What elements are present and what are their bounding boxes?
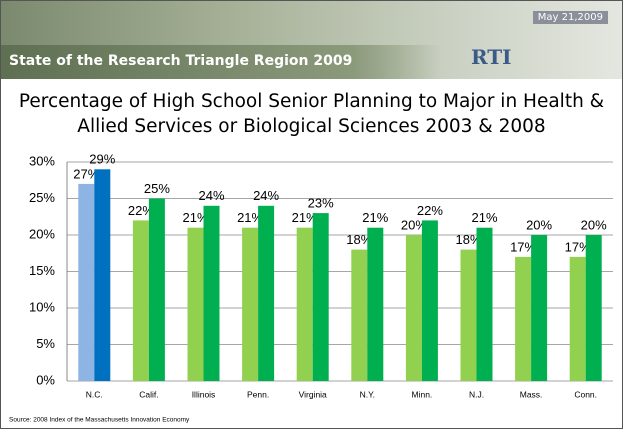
value-label: 20% xyxy=(526,217,552,232)
value-label: 20% xyxy=(581,217,607,232)
value-label: 18% xyxy=(346,232,372,247)
y-tick-label: 15% xyxy=(29,263,55,278)
bar xyxy=(351,249,368,381)
y-tick-label: 20% xyxy=(29,226,55,241)
bar xyxy=(421,220,438,381)
bar xyxy=(78,183,95,381)
value-label: 22% xyxy=(128,203,154,218)
value-label: 21% xyxy=(237,210,263,225)
value-label: 21% xyxy=(182,210,208,225)
y-tick-label: 30% xyxy=(29,153,55,168)
bar xyxy=(367,227,384,381)
x-tick-label: N.J. xyxy=(469,389,484,399)
header-date: May 21,2009 xyxy=(532,11,608,24)
x-tick-label: Mass. xyxy=(520,389,543,399)
value-label: 27% xyxy=(73,166,99,181)
value-label: 29% xyxy=(89,152,115,167)
bar xyxy=(531,235,548,381)
value-label: 22% xyxy=(417,203,443,218)
value-label: 25% xyxy=(144,181,170,196)
value-label: 21% xyxy=(292,210,318,225)
value-label: 21% xyxy=(471,210,497,225)
x-tick-label: Calif. xyxy=(139,389,158,399)
value-label: 24% xyxy=(198,188,224,203)
x-tick-label: N.Y. xyxy=(360,389,375,399)
x-tick-label: Penn. xyxy=(247,389,269,399)
value-label: 17% xyxy=(510,239,536,254)
x-tick-label: Illinois xyxy=(192,389,216,399)
value-label: 21% xyxy=(362,210,388,225)
y-tick-label: 10% xyxy=(29,299,55,314)
bar xyxy=(515,256,532,381)
x-tick-label: N.C. xyxy=(86,389,103,399)
y-tick-label: 25% xyxy=(29,190,55,205)
y-tick-label: 5% xyxy=(36,336,55,351)
bar xyxy=(203,205,220,381)
value-label: 23% xyxy=(308,196,334,211)
bar xyxy=(242,227,259,381)
bar xyxy=(187,227,204,381)
header-title: State of the Research Triangle Region 20… xyxy=(9,53,353,69)
logo: RTI xyxy=(471,45,512,69)
banner-band xyxy=(1,45,441,79)
value-label: 20% xyxy=(401,217,427,232)
value-label: 24% xyxy=(253,188,279,203)
bar xyxy=(569,256,586,381)
x-tick-label: Conn. xyxy=(574,389,597,399)
y-tick-label: 0% xyxy=(36,372,55,387)
value-label: 18% xyxy=(455,232,481,247)
x-tick-label: Virginia xyxy=(299,389,327,399)
bar xyxy=(585,235,602,381)
chart-title: Percentage of High School Senior Plannin… xyxy=(18,91,605,137)
bar xyxy=(148,198,165,381)
value-label: 17% xyxy=(565,239,591,254)
bar xyxy=(132,220,149,381)
bar xyxy=(460,249,477,381)
bar xyxy=(94,169,111,381)
bar xyxy=(476,227,493,381)
bar xyxy=(258,205,275,381)
source: Source: 2008 Index of the Massachusetts … xyxy=(9,417,190,424)
x-tick-label: Minn. xyxy=(412,389,433,399)
bar xyxy=(405,235,422,381)
bar xyxy=(296,227,313,381)
bar xyxy=(312,213,329,381)
